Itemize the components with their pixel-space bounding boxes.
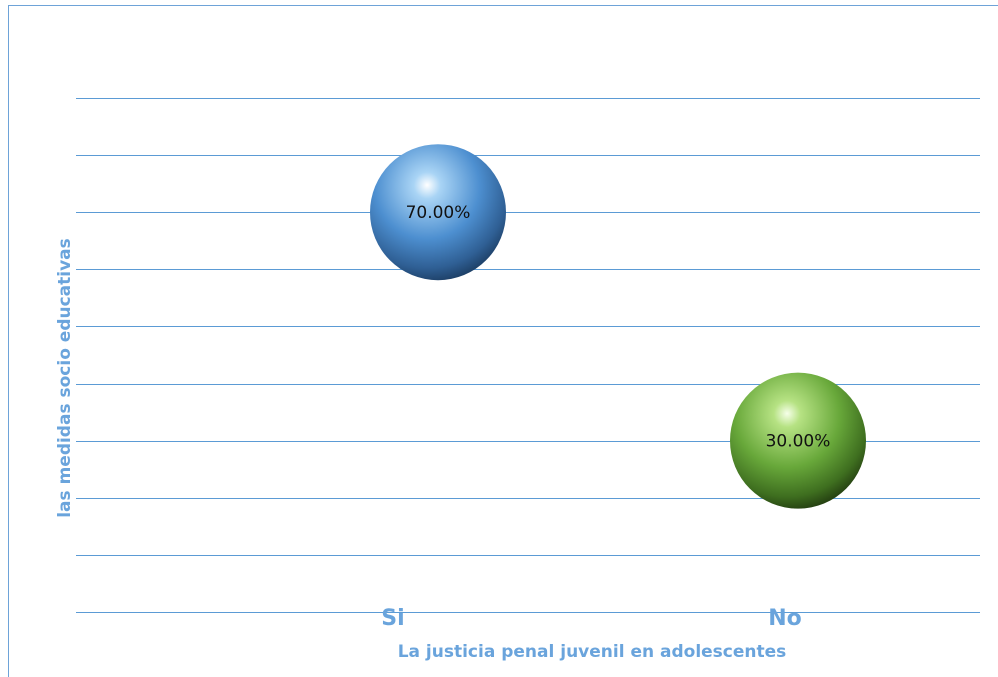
chart-frame xyxy=(8,5,998,677)
x-tick-labels: Si No xyxy=(381,606,801,631)
data-points xyxy=(370,144,866,509)
gridlines xyxy=(76,98,980,613)
x-axis-title: La justicia penal juvenil en adolescente… xyxy=(398,642,787,662)
y-axis-title: las medidas socio educativas xyxy=(55,238,75,518)
data-point-no xyxy=(730,372,866,509)
x-tick-label-no: No xyxy=(768,606,802,631)
data-point-si xyxy=(370,144,506,281)
data-label-no: 30.00% xyxy=(766,432,831,452)
data-label-si: 70.00% xyxy=(406,203,471,223)
x-tick-label-si: Si xyxy=(381,606,404,631)
data-labels: 70.00% 30.00% xyxy=(406,203,831,451)
